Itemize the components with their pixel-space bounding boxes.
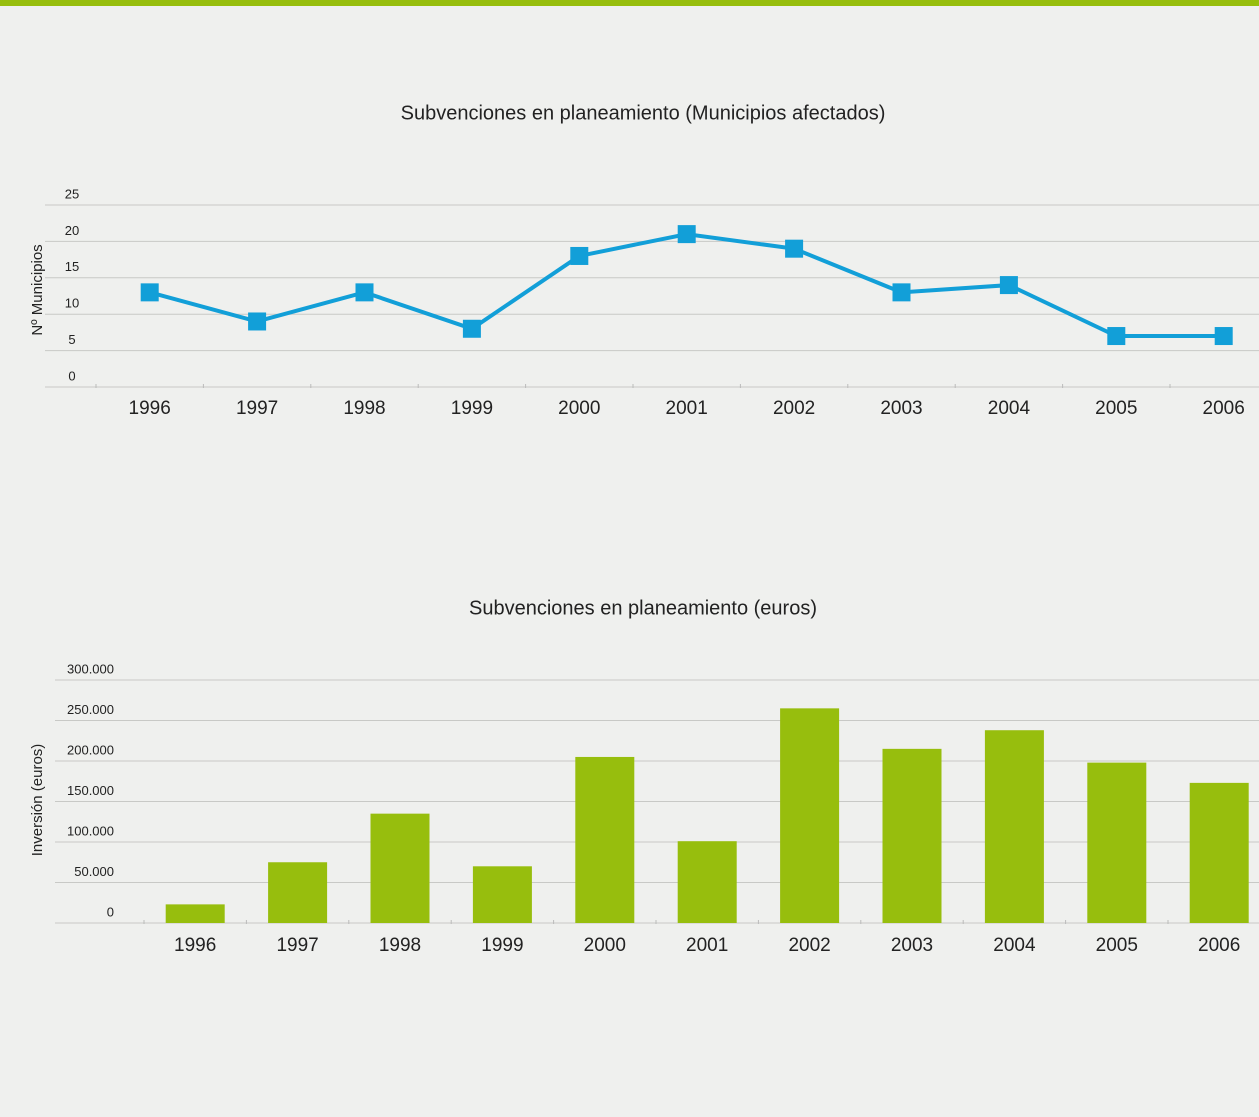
x-tick-label: 2005 xyxy=(1096,935,1138,956)
marker xyxy=(785,239,804,258)
line xyxy=(149,232,1224,339)
y-axis-label: Nº Municipios xyxy=(29,244,46,335)
chart-title: Subvenciones en planeamiento (euros) xyxy=(469,597,817,619)
top-bar xyxy=(0,0,1259,6)
x-tick-label: 2004 xyxy=(993,935,1036,956)
x-tick-label: 2005 xyxy=(1095,398,1137,419)
y-tick-label: 15 xyxy=(65,259,79,274)
x-tick-label: 2006 xyxy=(1198,935,1240,956)
bar xyxy=(677,841,737,923)
x-tick-label: 2002 xyxy=(788,935,830,956)
bar xyxy=(370,813,430,923)
x-tick-label: 1999 xyxy=(481,935,523,956)
x-tick-label: 1996 xyxy=(129,398,171,419)
x-tick-label: 2001 xyxy=(666,398,708,419)
marker xyxy=(892,283,911,302)
x-tick-label: 2002 xyxy=(773,398,815,419)
bar xyxy=(984,730,1044,923)
x-tick-label: 2001 xyxy=(686,935,728,956)
bar xyxy=(1189,782,1249,923)
x-tick-label: 1997 xyxy=(236,398,278,419)
x-tick-label: 2004 xyxy=(988,398,1031,419)
y-axis-label: Inversión (euros) xyxy=(29,744,46,857)
y-tick-label: 20 xyxy=(65,223,79,238)
y-tick-label: 50.000 xyxy=(74,864,114,879)
marker xyxy=(1107,327,1126,346)
y-tick-label: 10 xyxy=(65,296,79,311)
bar xyxy=(882,748,942,923)
marker xyxy=(677,225,696,244)
bar xyxy=(472,866,532,923)
y-tick-label: 25 xyxy=(65,186,79,201)
x-tick-label: 2000 xyxy=(584,935,626,956)
y-tick-label: 0 xyxy=(68,368,75,383)
marker xyxy=(140,283,159,302)
bar xyxy=(1087,762,1147,923)
x-tick-label: 2003 xyxy=(880,398,922,419)
x-tick-label: 1999 xyxy=(451,398,493,419)
marker xyxy=(999,276,1018,295)
marker xyxy=(1214,327,1233,346)
x-tick-label: 2000 xyxy=(558,398,600,419)
bar xyxy=(268,862,328,923)
y-tick-label: 250.000 xyxy=(67,702,114,717)
y-tick-label: 100.000 xyxy=(67,823,114,838)
y-tick-label: 0 xyxy=(107,904,114,919)
x-tick-label: 2003 xyxy=(891,935,933,956)
bar xyxy=(780,708,840,923)
marker xyxy=(248,312,267,331)
y-tick-label: 300.000 xyxy=(67,661,114,676)
marker xyxy=(570,246,589,265)
bar xyxy=(165,904,225,923)
x-tick-label: 1996 xyxy=(174,935,216,956)
marker xyxy=(462,319,481,338)
marker xyxy=(355,283,374,302)
bar xyxy=(575,756,635,923)
x-tick-label: 1998 xyxy=(343,398,385,419)
x-tick-label: 1997 xyxy=(276,935,318,956)
y-tick-label: 150.000 xyxy=(67,783,114,798)
x-tick-label: 1998 xyxy=(379,935,421,956)
x-tick-label: 2006 xyxy=(1203,398,1245,419)
y-tick-label: 200.000 xyxy=(67,742,114,757)
chart-title: Subvenciones en planeamiento (Municipios… xyxy=(401,102,886,124)
y-tick-label: 5 xyxy=(68,332,75,347)
